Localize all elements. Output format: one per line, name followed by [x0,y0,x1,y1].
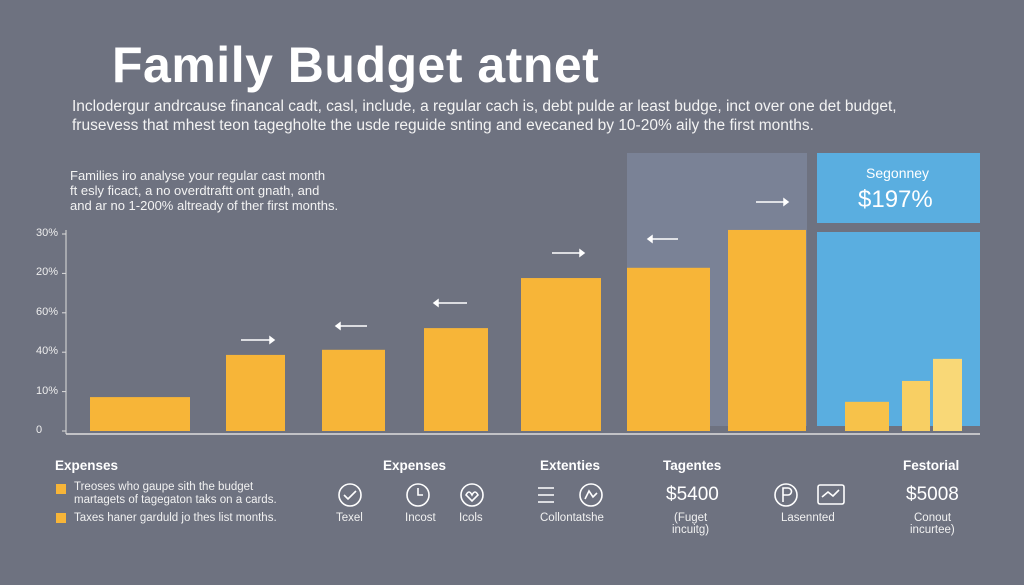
amount: $5400 [666,484,719,505]
list-item: Taxes haner garduld jo thes list months. [74,512,277,524]
y-axis-label: 60% [36,305,59,318]
y-axis-label: 40% [36,345,59,358]
list-item: Treoses who gaupe sith the budget [74,481,254,493]
icon-label: Icols [459,512,483,524]
icon-label: Collontatshe [540,512,604,524]
amount: $5008 [906,484,959,505]
y-axis-label: 20% [36,266,59,279]
footer-heading: Expenses [383,458,447,473]
title: Family Budget atnet [112,37,600,93]
footer-icons [56,483,845,523]
stat-value: $197% [858,186,933,213]
note: ft esly ficact, a no overdtraftt ont gna… [70,183,320,198]
list-item: martagets of tagegaton taks on a cards. [74,494,277,506]
icon-label: Incost [405,512,436,524]
footer-heading: Tagentes [663,458,722,473]
icon-label: Texel [336,512,363,524]
caption: (Fuget [674,512,708,524]
subtitle: Inclodergur andrcause financal cadt, cas… [72,98,897,115]
footer-heading: Extenties [540,458,601,473]
note: Families iro analyse your regular cast m… [70,168,326,183]
subtitle: frusevess that mhest teon tagegholte the… [72,117,814,134]
footer-heading: Expenses [55,458,119,473]
arrows [241,197,790,345]
bar [627,267,710,431]
bar [728,229,806,431]
bar [424,328,488,431]
bar [90,397,190,431]
y-axis-label: 10% [36,384,59,397]
y-axis-label: 30% [36,227,59,239]
bar [521,278,601,431]
bar [226,354,285,431]
bar [933,358,962,431]
caption: Conout [914,512,952,524]
bar [902,380,930,431]
bar [322,349,385,431]
bar [845,401,889,431]
y-axis-label: 0 [36,424,43,436]
caption: incuitg) [672,524,710,536]
icon-label: Lasennted [781,512,835,524]
caption: incurtee) [910,524,955,536]
stat-box [817,153,980,223]
stat-label: Segonney [866,165,930,181]
note: and ar no 1-200% altready of ther first … [70,198,339,213]
footer-heading: Festorial [903,458,960,473]
